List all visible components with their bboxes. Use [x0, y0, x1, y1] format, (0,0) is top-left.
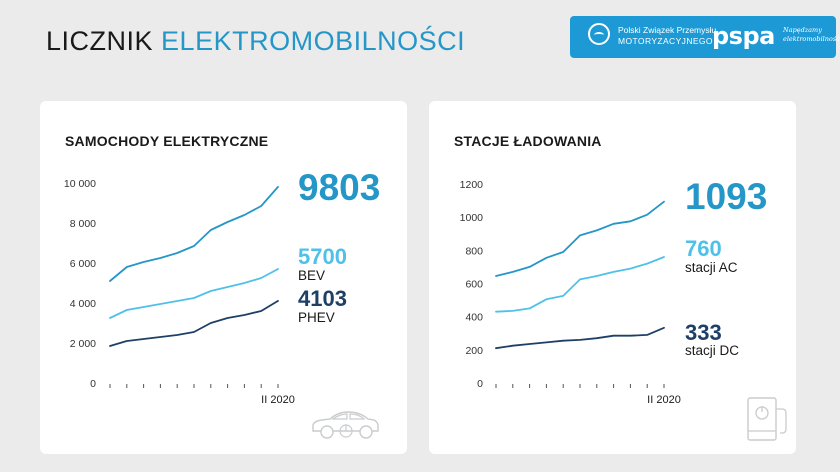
- pspa-tagline-2: elektromobilność!: [783, 35, 840, 43]
- cars-y-tick-label: 0: [90, 378, 96, 390]
- stations-y-tick-label: 1000: [460, 212, 484, 224]
- charging-station-icon: [747, 397, 787, 441]
- cars-series-bev-line: [109, 268, 279, 319]
- partner-logos: Polski Związek Przemysłu MOTORYZACYJNEGO…: [570, 16, 840, 58]
- cars-line-chart: 0 2 000 4 000 6 000 8 000 10 000 II 2020: [64, 178, 295, 406]
- bev-value: 5700: [298, 244, 347, 269]
- cars-x-end-label: II 2020: [261, 394, 295, 406]
- stations-y-tick-label: 600: [465, 279, 483, 291]
- title-part-1: LICZNIK: [46, 26, 154, 56]
- cars-y-tick-label: 10 000: [64, 178, 96, 190]
- page-title: LICZNIK ELEKTROMOBILNOŚCI: [46, 26, 465, 57]
- stations-line-chart: 0 200 400 600 800 1000 1200 II 2020: [460, 179, 681, 406]
- ac-label: stacji AC: [685, 260, 738, 275]
- stations-y-tick-label: 0: [477, 378, 483, 390]
- stations-series-ac-line: [495, 256, 665, 313]
- stations-y-tick-label: 400: [465, 312, 483, 324]
- stations-series-total-line: [495, 200, 665, 277]
- dc-label: stacji DC: [685, 343, 740, 358]
- pzpm-line-2: MOTORYZACYJNEGO: [618, 36, 713, 46]
- cars-y-tick-label: 6 000: [70, 258, 96, 270]
- stations-y-tick-label: 200: [465, 345, 483, 357]
- stations-series-dc-line: [495, 326, 665, 350]
- stations-y-tick-label: 1200: [460, 179, 484, 191]
- cars-series-total-line: [109, 186, 279, 282]
- electric-cars-card: SAMOCHODY ELEKTRYCZNE 0 2 000 4 000 6 000 8 …: [40, 101, 407, 454]
- cars-y-tick-label: 8 000: [70, 218, 96, 230]
- stations-y-tick-label: 800: [465, 245, 483, 257]
- dc-value: 333: [685, 320, 722, 345]
- phev-value: 4103: [298, 286, 347, 311]
- ac-value: 760: [685, 236, 722, 261]
- charging-stations-card: STACJE ŁADOWANIA 0 200 400 600 800 1000 1200 II…: [429, 101, 796, 454]
- phev-label: PHEV: [298, 310, 335, 325]
- cars-y-tick-label: 4 000: [70, 298, 96, 310]
- pzpm-logo-text: Polski Związek Przemysłu MOTORYZACYJNEGO: [618, 25, 716, 47]
- stations-chart-title: STACJE ŁADOWANIA: [454, 133, 602, 149]
- pspa-tagline-1: Napędzamy: [783, 26, 822, 34]
- bev-label: BEV: [298, 268, 326, 283]
- cars-y-tick-label: 2 000: [70, 338, 96, 350]
- pzpm-logo-icon: [588, 23, 610, 45]
- pzpm-line-1: Polski Związek Przemysłu: [618, 25, 717, 35]
- title-part-2: ELEKTROMOBILNOŚCI: [161, 26, 466, 56]
- stations-x-end-label: II 2020: [647, 394, 681, 406]
- cars-total-value: 9803: [298, 167, 381, 208]
- pspa-logo: pspa: [712, 22, 775, 50]
- cars-chart-title: SAMOCHODY ELEKTRYCZNE: [65, 133, 269, 149]
- pspa-tagline: Napędzamy elektromobilność!: [783, 26, 840, 44]
- stations-total-value: 1093: [685, 176, 768, 217]
- electric-car-icon: [312, 411, 379, 439]
- cars-series-phev-line: [109, 299, 279, 347]
